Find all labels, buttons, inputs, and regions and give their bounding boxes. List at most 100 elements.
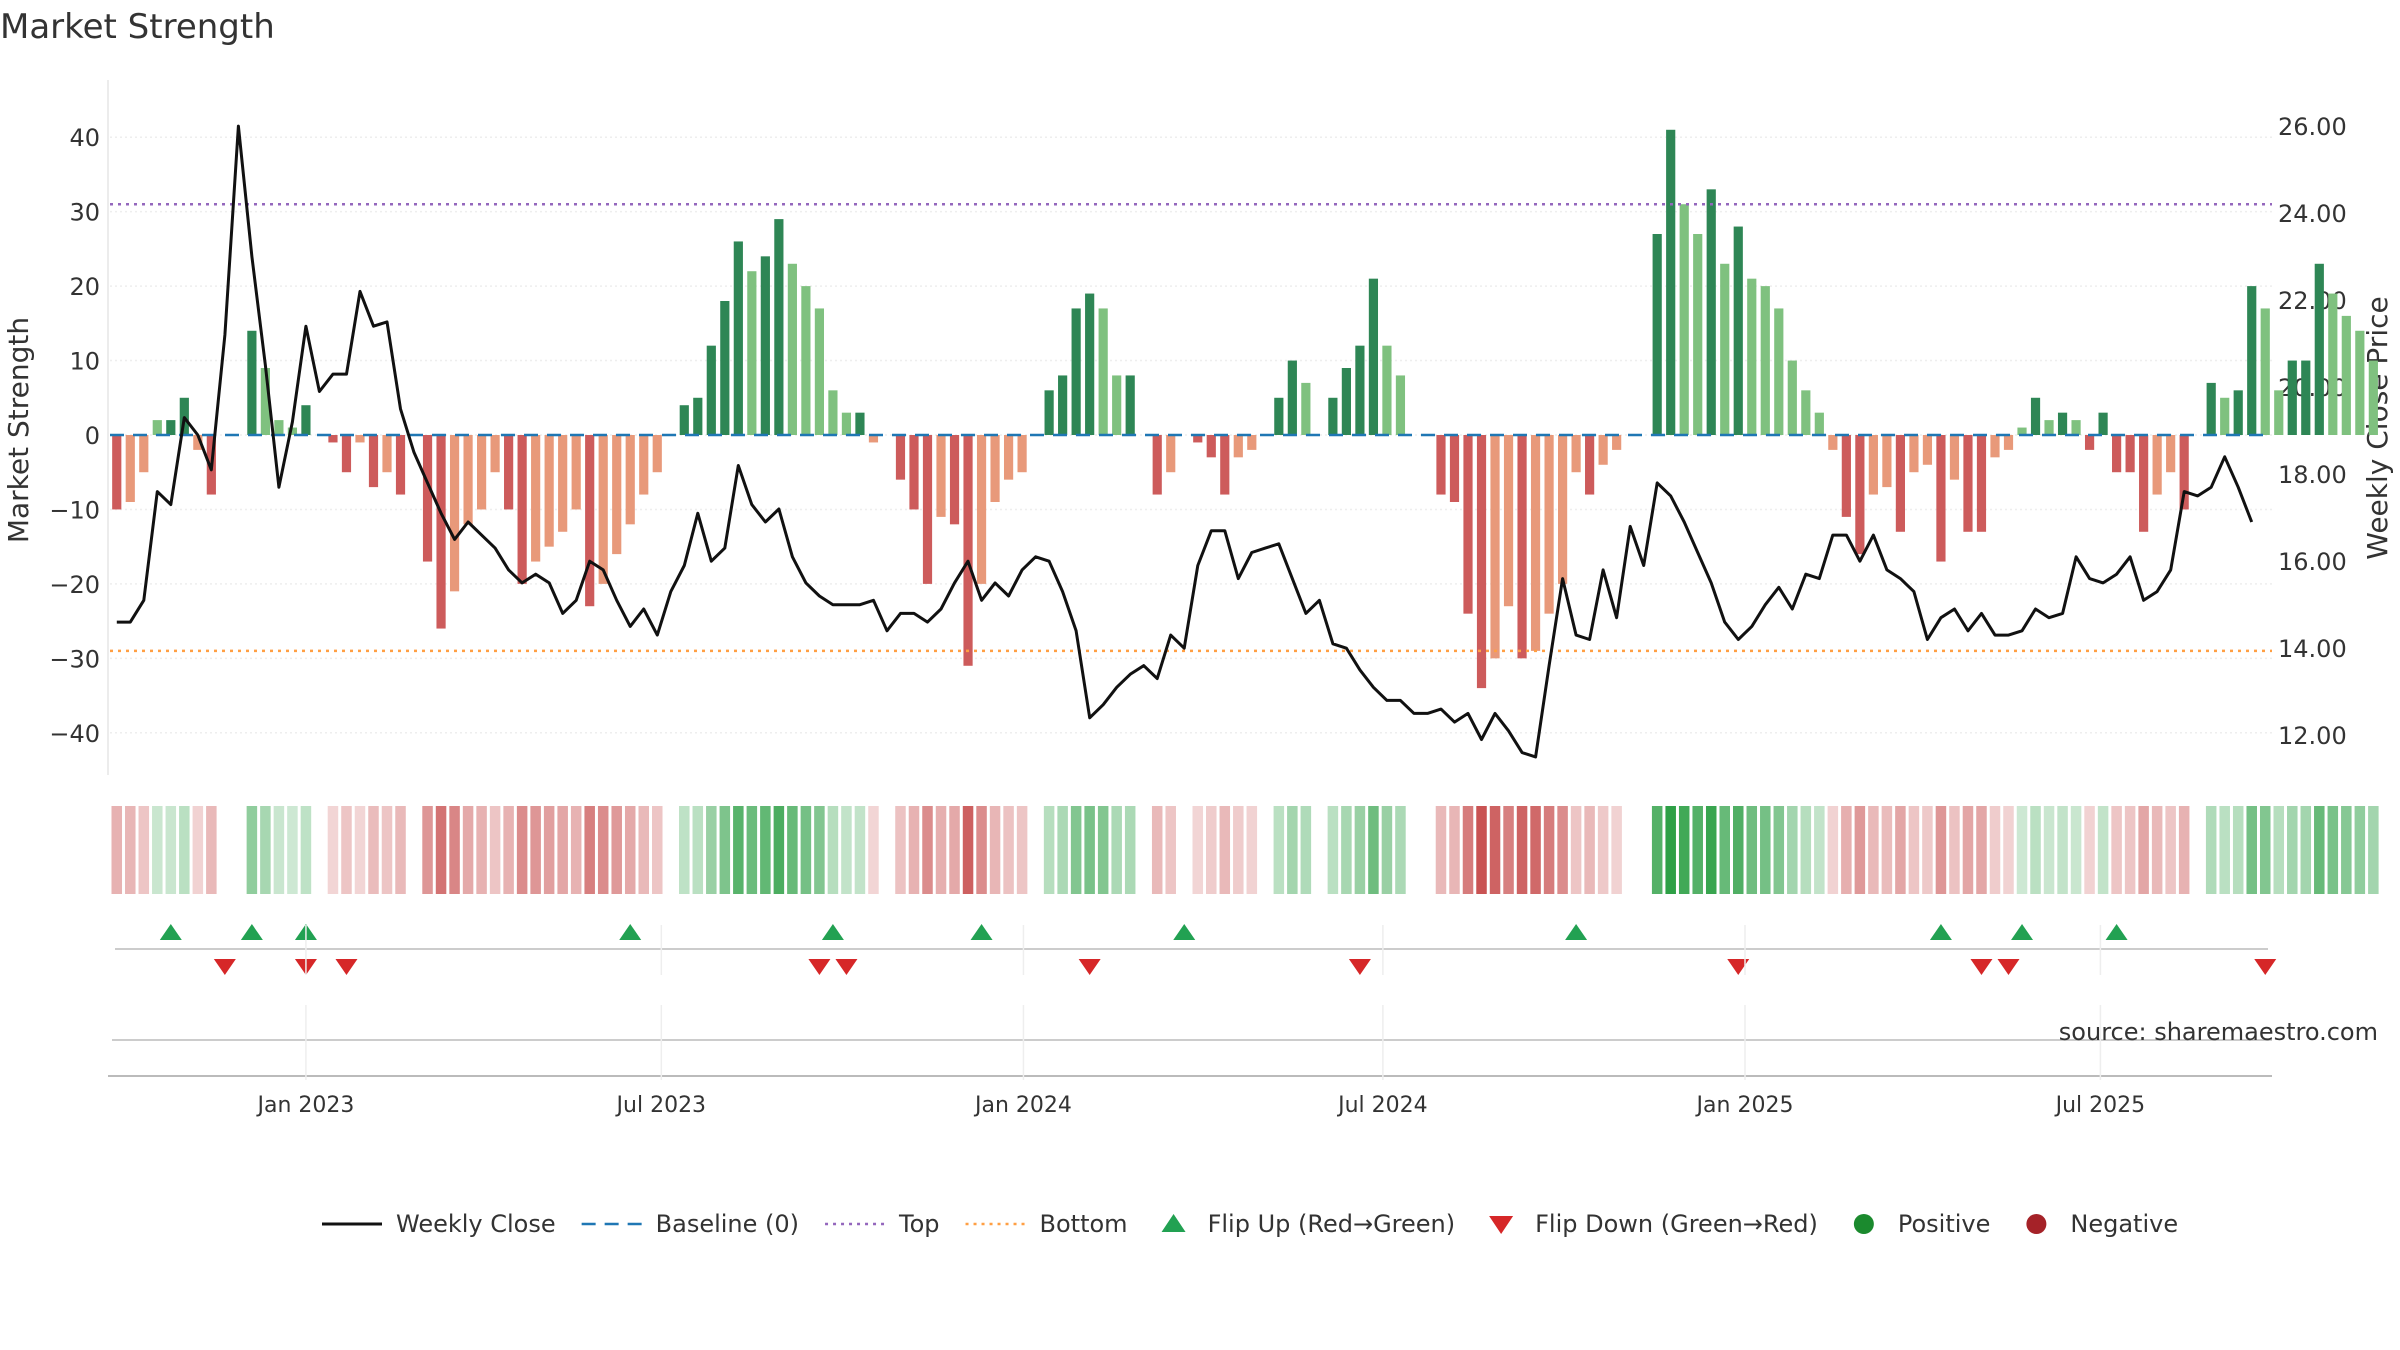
heat-cell [1543, 806, 1555, 894]
heat-cell [1260, 806, 1271, 894]
strength-bar [652, 435, 662, 473]
strength-bar [868, 435, 879, 443]
strength-bar [1206, 435, 1216, 458]
heat-cell [1949, 806, 1960, 894]
strength-bar [341, 435, 352, 473]
heat-cell [2124, 806, 2136, 894]
strength-bar [1220, 435, 1230, 495]
heat-cell [435, 806, 447, 894]
left-tick-label: −20 [49, 571, 100, 599]
strength-bar [1557, 435, 1568, 584]
left-tick-label: −40 [49, 720, 100, 748]
heat-cell [1124, 806, 1136, 894]
right-tick-label: 24.00 [2278, 200, 2347, 228]
heat-cell [327, 806, 339, 894]
strength-bar [1193, 435, 1203, 443]
strength-bar [1787, 360, 1797, 435]
heat-cell [746, 806, 758, 894]
heat-cell [1908, 806, 1920, 894]
strength-bar [328, 435, 338, 443]
flip-up-marker [1929, 924, 1952, 940]
strength-bar [1612, 435, 1622, 450]
left-tick-label: 30 [69, 199, 100, 227]
flip-up-marker [2011, 924, 2034, 940]
strength-bar [612, 435, 622, 555]
heat-cell [2273, 806, 2285, 894]
legend-item: Positive [1853, 1210, 1990, 1238]
heat-cell [2300, 806, 2312, 894]
strength-bar [2314, 263, 2324, 435]
heat-cell [2314, 806, 2325, 894]
strength-bar [895, 435, 906, 480]
strength-bar [963, 435, 973, 666]
heat-cell [935, 806, 947, 894]
heat-cell [1165, 806, 1176, 894]
heat-cell [652, 806, 663, 894]
strength-bar [720, 301, 730, 435]
heat-cell [2084, 806, 2095, 894]
heat-cell [1070, 806, 1082, 894]
heat-cell [882, 806, 893, 894]
strength-bar [2220, 397, 2230, 435]
heat-cell [1395, 806, 1406, 894]
strength-bar [301, 405, 311, 435]
heat-cell [489, 806, 501, 894]
strength-bar [1530, 435, 1541, 651]
heat-cell [1814, 806, 1825, 894]
heat-cell [1381, 806, 1393, 894]
heat-cell [1827, 806, 1839, 894]
heat-cell [692, 806, 704, 894]
strength-bar [1720, 263, 1730, 435]
heat-cell [1368, 806, 1379, 894]
legend-item: Flip Up (Red→Green) [1161, 1210, 1455, 1238]
strength-bar [1949, 435, 1960, 480]
heat-cell [2165, 806, 2176, 894]
strength-bars [112, 129, 2378, 689]
heat-cell [206, 806, 217, 894]
strength-bar [814, 308, 825, 435]
heat-cell [1111, 806, 1122, 894]
legend-item: Baseline (0) [581, 1210, 799, 1238]
heat-cell [246, 806, 258, 894]
strength-bar [1017, 435, 1027, 473]
strength-bar [1044, 390, 1054, 435]
strength-bar [355, 435, 365, 443]
legend-swatch-tri-up [1161, 1214, 1186, 1232]
heat-cell [1219, 806, 1231, 894]
heat-cell [1327, 806, 1339, 894]
heat-cell [2070, 806, 2082, 894]
strength-bar [260, 368, 270, 435]
flip-up-marker [1565, 924, 1588, 940]
strength-bar [679, 405, 689, 435]
heat-cell [1692, 806, 1703, 894]
strength-bar [2084, 435, 2095, 450]
legend-item: Negative [2026, 1210, 2178, 1238]
strength-bar [2098, 412, 2108, 435]
strength-bar [693, 397, 703, 435]
right-tick-label: 26.00 [2278, 113, 2347, 141]
strength-bar [841, 412, 852, 435]
heat-cell [719, 806, 731, 894]
heat-cell [2259, 806, 2271, 894]
strength-bar [1085, 293, 1095, 435]
strength-bar [571, 435, 581, 510]
legend-item: Top [825, 1210, 940, 1238]
strength-bar [1517, 435, 1527, 659]
heat-cell [1976, 806, 1987, 894]
legend-item: Flip Down (Green→Red) [1489, 1210, 1818, 1238]
heat-cell [192, 806, 204, 894]
heat-cell [1678, 806, 1690, 894]
legend-item: Weekly Close [322, 1210, 556, 1238]
heat-cell [273, 806, 285, 894]
heat-cell [1787, 806, 1798, 894]
heat-cell [1409, 806, 1420, 894]
strength-bar [1152, 435, 1162, 495]
strength-bar [1341, 368, 1351, 435]
heat-cell [2192, 806, 2203, 894]
strength-bar [558, 435, 568, 532]
strength-bar [625, 435, 635, 525]
strength-bar [2260, 308, 2270, 435]
strength-bar [531, 435, 541, 562]
flip-down-marker [1970, 959, 1993, 975]
heat-cell [2287, 806, 2298, 894]
